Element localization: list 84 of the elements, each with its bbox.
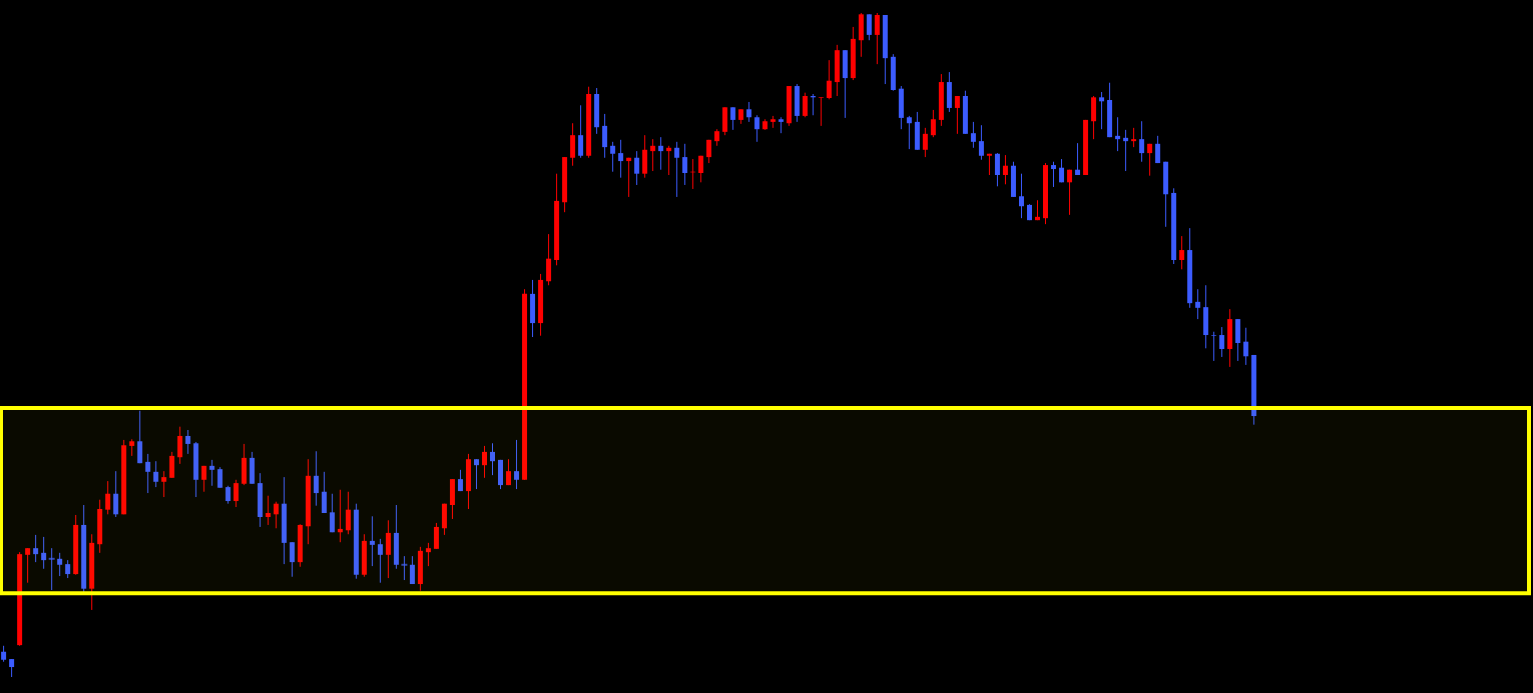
candlestick bbox=[1195, 288, 1201, 320]
candlestick bbox=[25, 547, 31, 584]
candlestick bbox=[161, 470, 167, 498]
candlestick bbox=[490, 442, 495, 476]
candlestick bbox=[866, 13, 872, 41]
candlestick bbox=[1147, 143, 1153, 177]
candlestick bbox=[409, 555, 415, 585]
candlestick bbox=[1139, 120, 1145, 163]
candlestick bbox=[1179, 235, 1185, 270]
candlestick bbox=[473, 458, 479, 490]
candlestick bbox=[329, 493, 335, 533]
candlestick bbox=[48, 547, 55, 591]
candlestick bbox=[954, 95, 960, 135]
candlestick bbox=[514, 439, 520, 490]
candlestick bbox=[1211, 331, 1217, 362]
candlestick bbox=[610, 141, 616, 173]
candlestick bbox=[930, 109, 936, 138]
candlestick bbox=[113, 470, 119, 518]
candlestick bbox=[634, 150, 640, 186]
candlestick bbox=[169, 451, 175, 479]
candlestick bbox=[209, 459, 215, 487]
candlestick bbox=[1219, 326, 1225, 358]
candlestick bbox=[177, 426, 183, 465]
candlestick bbox=[321, 471, 327, 514]
candlestick bbox=[874, 12, 880, 65]
candlestick bbox=[401, 555, 408, 581]
candlestick bbox=[570, 122, 576, 167]
candlestick bbox=[698, 155, 704, 183]
candlestick bbox=[369, 515, 375, 567]
candlestick bbox=[1067, 169, 1073, 216]
candlestick bbox=[754, 114, 760, 143]
candlestick bbox=[1131, 127, 1137, 148]
candlestick bbox=[1155, 135, 1161, 164]
candlestick bbox=[1235, 318, 1241, 362]
candlestick bbox=[41, 536, 47, 570]
candlestick bbox=[602, 113, 608, 159]
candlestick bbox=[682, 143, 688, 186]
candlestick bbox=[265, 495, 271, 526]
candlestick bbox=[970, 121, 976, 149]
candlestick bbox=[906, 115, 912, 150]
candlestick bbox=[746, 101, 752, 123]
candlestick bbox=[345, 491, 351, 535]
candlestick bbox=[1051, 161, 1057, 188]
candlestick bbox=[217, 466, 223, 489]
candlestick bbox=[650, 138, 656, 172]
candlestick bbox=[546, 233, 552, 286]
candlestick bbox=[922, 127, 928, 158]
candlestick bbox=[153, 460, 159, 488]
candlestick bbox=[1018, 173, 1024, 219]
candlestick bbox=[233, 479, 239, 508]
candlestick bbox=[377, 538, 383, 584]
candlestick bbox=[770, 115, 776, 129]
candlestick bbox=[185, 429, 191, 455]
candlestick bbox=[201, 465, 207, 493]
candlestick bbox=[674, 141, 680, 198]
candlestick bbox=[658, 136, 664, 171]
candlestick bbox=[778, 116, 784, 134]
candlestick bbox=[313, 450, 319, 507]
candlestick bbox=[1091, 95, 1097, 140]
candlestick bbox=[273, 501, 279, 529]
candlestick bbox=[978, 124, 984, 161]
candlestick bbox=[618, 139, 624, 179]
candlestick bbox=[433, 522, 439, 550]
candlestick bbox=[994, 152, 1000, 187]
candlestick bbox=[57, 552, 63, 577]
candlestick bbox=[642, 134, 648, 179]
candlestick bbox=[1099, 91, 1105, 130]
candlestick bbox=[826, 59, 832, 100]
candlestick bbox=[1002, 154, 1008, 185]
candlestick bbox=[105, 480, 111, 515]
candlestick bbox=[1243, 327, 1249, 366]
candlestick bbox=[730, 106, 736, 131]
candlestick bbox=[289, 541, 295, 578]
candlestick bbox=[137, 410, 143, 464]
candlestick bbox=[481, 445, 487, 479]
candlestick bbox=[425, 542, 431, 567]
candlestick bbox=[818, 96, 824, 127]
candlestick bbox=[33, 534, 39, 563]
candlestick bbox=[506, 458, 512, 486]
candlestick bbox=[145, 453, 151, 494]
candlestick bbox=[385, 519, 391, 579]
candlestick bbox=[1075, 142, 1081, 176]
candlestick bbox=[578, 104, 584, 159]
candlestick bbox=[802, 92, 808, 118]
